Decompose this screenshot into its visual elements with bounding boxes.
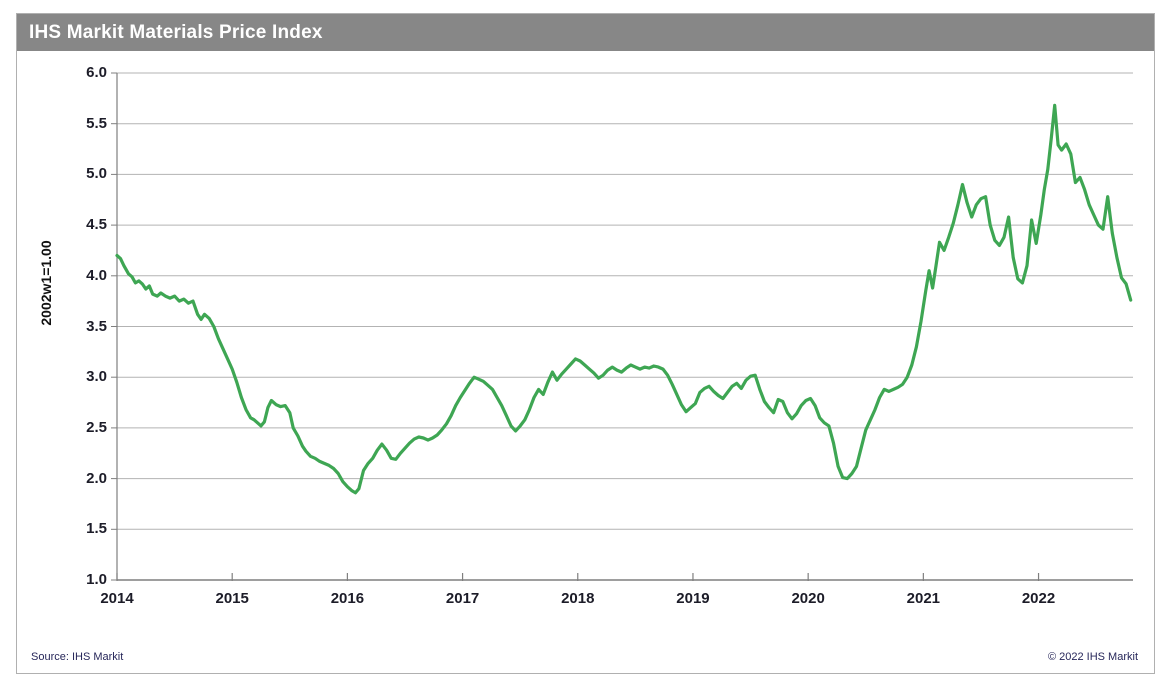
x-tick-label: 2019 <box>676 590 710 607</box>
x-tick-label: 2022 <box>1021 590 1056 607</box>
y-tick-label: 5.0 <box>86 165 107 183</box>
y-tick-label: 1.5 <box>86 520 107 538</box>
x-tick-label: 2018 <box>561 590 595 607</box>
y-tick-label: 3.5 <box>86 317 107 335</box>
chart-title: IHS Markit Materials Price Index <box>29 21 323 43</box>
y-tick-label: 2.0 <box>86 469 107 487</box>
y-tick-label: 4.0 <box>86 266 107 284</box>
plot-area <box>111 72 1133 581</box>
copyright-note: © 2022 IHS Markit <box>1047 651 1138 663</box>
mpi-line-series <box>115 103 1133 495</box>
x-tick-label: 2015 <box>215 590 249 607</box>
x-tick-label: 2017 <box>445 590 480 607</box>
x-tick-label: 2020 <box>791 590 825 607</box>
chart-title-bar: IHS Markit Materials Price Index <box>17 14 1154 51</box>
y-tick-label: 6.0 <box>86 64 107 81</box>
y-axis-title: 2002w1=1.00 <box>38 240 54 326</box>
source-note: Source: IHS Markit <box>31 651 124 663</box>
chart-figure: IHS Markit Materials Price Index 2002w1=… <box>16 13 1155 674</box>
x-tick-label: 2016 <box>330 590 365 607</box>
y-tick-label: 2.5 <box>86 418 107 436</box>
y-tick-label: 5.5 <box>86 114 107 132</box>
y-tick-label: 3.0 <box>86 368 107 386</box>
x-tick-label: 2021 <box>906 590 941 607</box>
x-tick-label: 2014 <box>100 590 134 607</box>
y-tick-label: 1.0 <box>86 571 107 588</box>
y-tick-label: 4.5 <box>86 216 107 234</box>
